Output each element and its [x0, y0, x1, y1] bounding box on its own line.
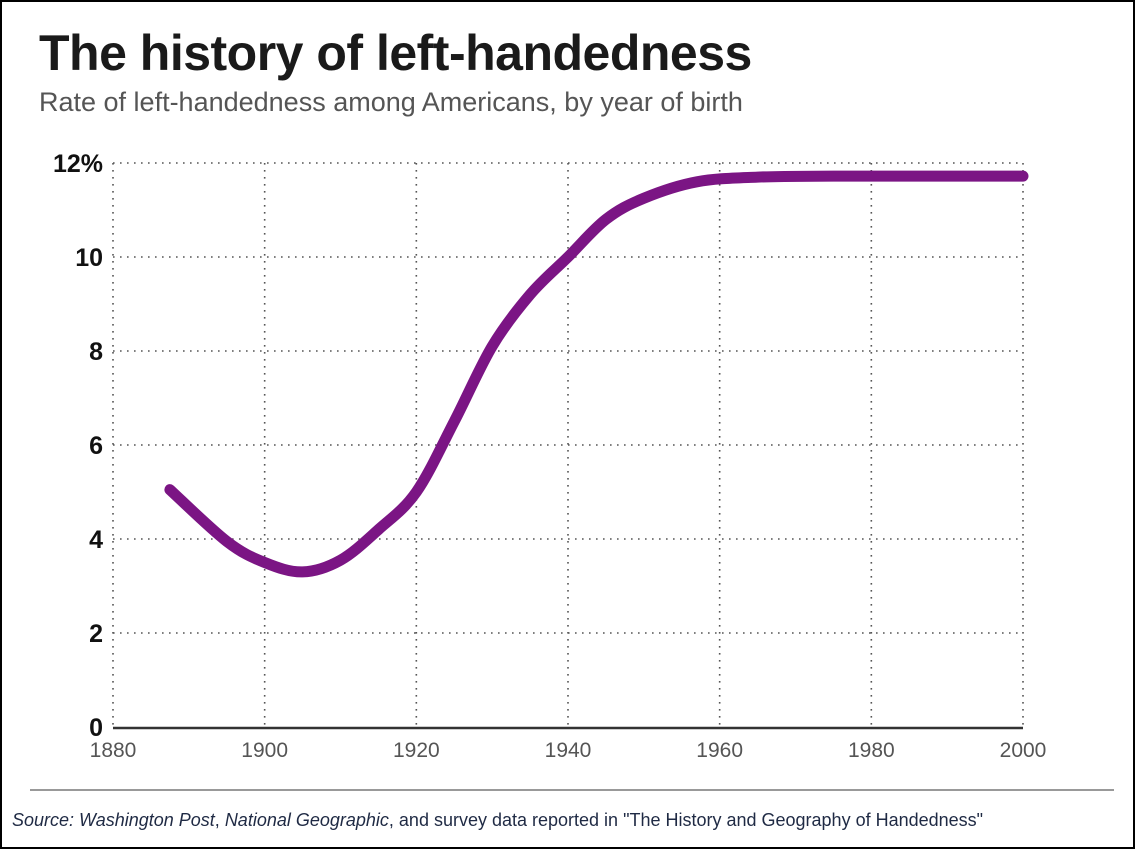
y-tick-label: 10	[75, 244, 103, 272]
x-tick-label: 1900	[241, 739, 288, 762]
series-lines	[164, 170, 1029, 578]
source-rest: , and survey data reported in "The Histo…	[388, 810, 984, 830]
x-tick-label: 1880	[90, 739, 137, 762]
y-tick-label: 2	[89, 620, 103, 648]
y-tick-label: 4	[89, 526, 103, 554]
chart-subtitle: Rate of left-handedness among Americans,…	[39, 87, 743, 117]
series-line	[164, 170, 1029, 578]
source-prefix: Source:	[12, 810, 80, 830]
y-tick-label: 6	[89, 432, 103, 460]
x-tick-label: 1920	[393, 739, 440, 762]
source-sep: ,	[214, 810, 225, 830]
source-natgeo: National Geographic	[224, 810, 389, 830]
x-tick-label: 1940	[545, 739, 592, 762]
tick-labels: 0 2 4 6 8 10 12% 1880 1900 1920 1940 1960 1980 2000	[53, 150, 1046, 762]
source-wapo: Washington Post	[79, 810, 215, 830]
chart-title: The history of left-handedness	[39, 25, 752, 81]
source-note: Source: Washington Post, National Geogra…	[12, 810, 983, 831]
y-tick-label: 12%	[53, 150, 103, 178]
line-chart: 0 2 4 6 8 10 12% 1880 1900 1920 1940 1960 1980 2000	[53, 150, 1046, 762]
x-tick-label: 1960	[696, 739, 743, 762]
x-tick-label: 2000	[1000, 739, 1047, 762]
y-tick-label: 0	[89, 714, 103, 742]
footer-divider	[30, 789, 1114, 791]
x-tick-label: 1980	[848, 739, 895, 762]
grid	[112, 162, 1024, 730]
y-tick-label: 8	[89, 338, 103, 366]
